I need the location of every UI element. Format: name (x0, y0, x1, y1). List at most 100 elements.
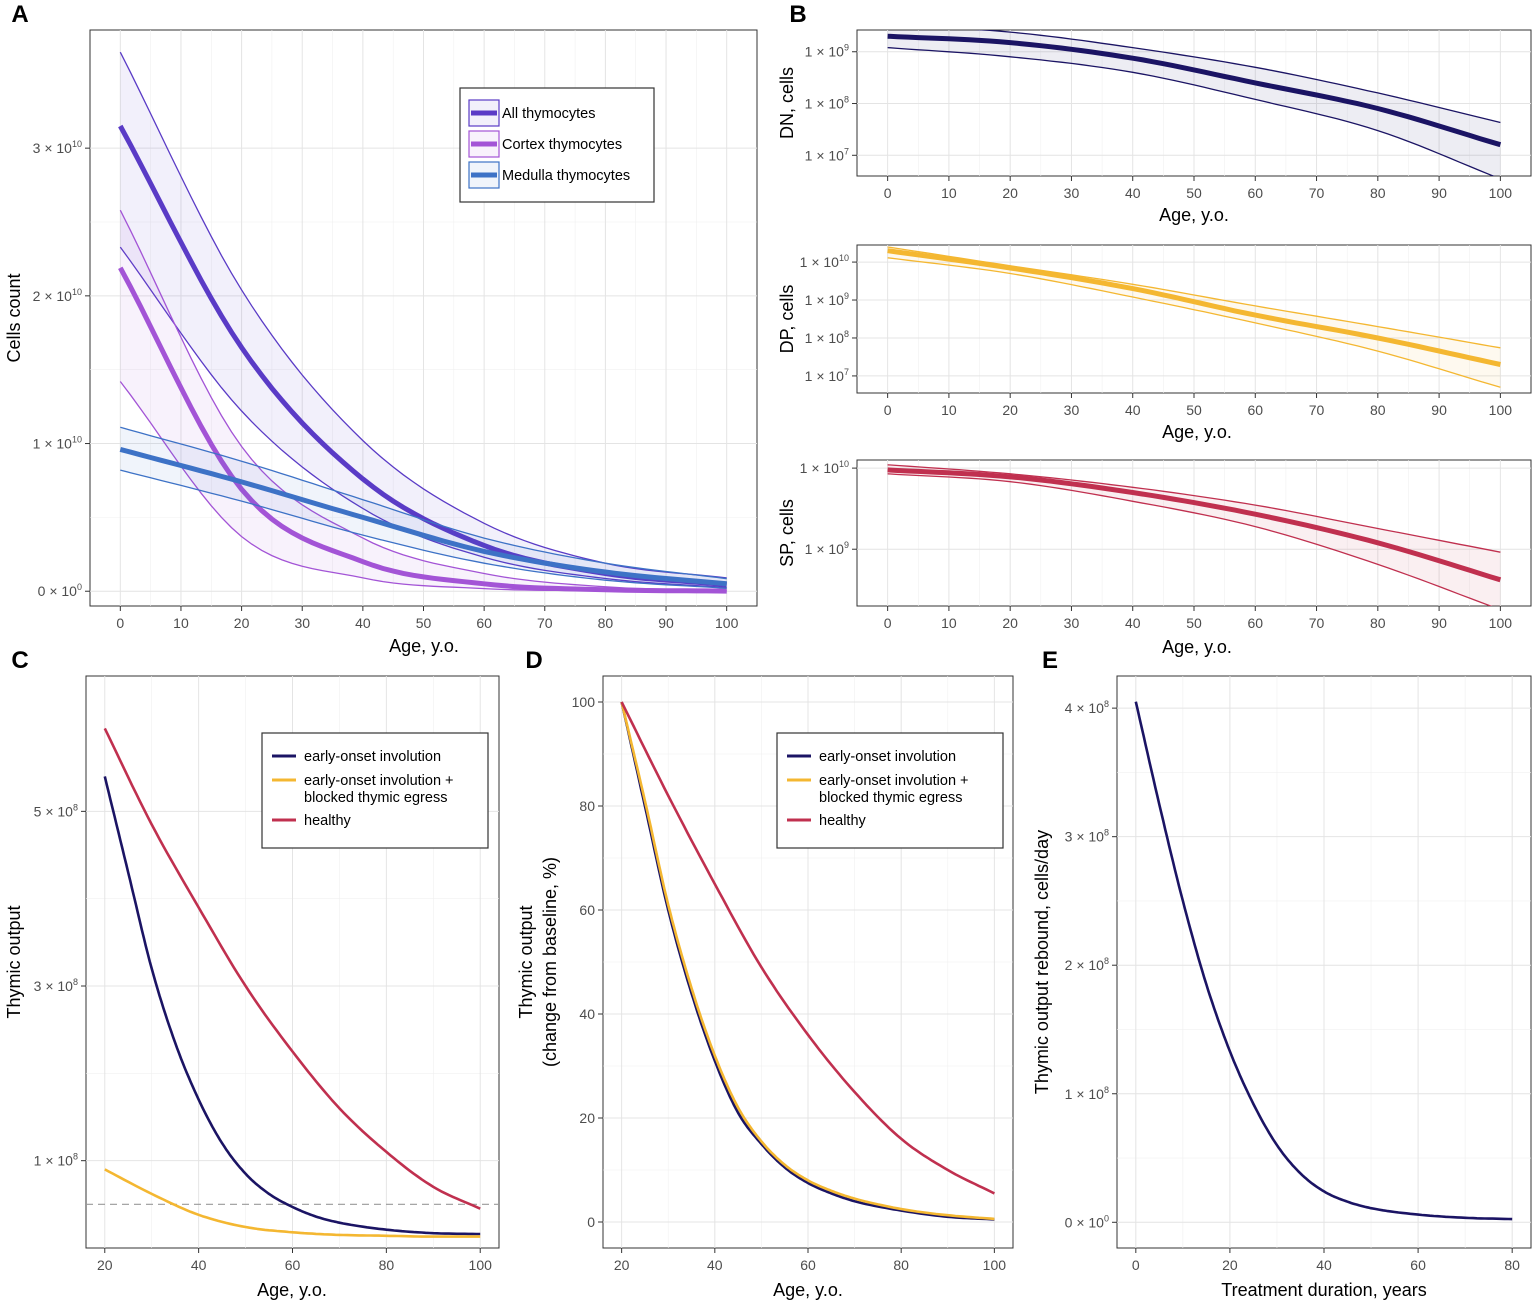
x-tick-label: 80 (1370, 615, 1386, 631)
series-line-early-onset-involution (103, 776, 481, 1236)
x-tick-label: 100 (1489, 185, 1513, 201)
legend-label-2: healthy (304, 813, 352, 829)
ci-band-sp (887, 464, 1501, 606)
axis-ticks (852, 467, 1501, 611)
y-tick-label: 5 × 108 (34, 802, 78, 819)
x-tick-label: 20 (234, 615, 250, 631)
x-tick-label: 10 (941, 402, 957, 418)
minor-gridlines (86, 676, 499, 1248)
data-layer (620, 701, 995, 1221)
x-tick-label: 30 (1064, 615, 1080, 631)
panel-e: 0 20 40 60 80 0 × 100 1 × 108 2 × 108 3 × 108 4 ×… (1032, 675, 1532, 1300)
y-tick-label: 3 × 108 (34, 977, 78, 994)
series-line-early-onset-involution-blocked-thymic-egress (620, 701, 995, 1221)
ci-upper-sp (887, 464, 1501, 553)
x-tick-label: 80 (379, 1257, 395, 1273)
y-axis-title: Thymic output (516, 905, 536, 1018)
x-tick-label: 100 (715, 615, 739, 631)
mean-line-dp (887, 248, 1501, 367)
legend-label-1: Cortex thymocytes (502, 137, 622, 153)
y-tick-label: 1 × 107 (805, 146, 849, 163)
axis-ticks (81, 810, 481, 1253)
x-tick-label: 0 (1132, 1257, 1140, 1273)
x-tick-label: 50 (1186, 615, 1202, 631)
x-tick-label: 70 (1309, 615, 1325, 631)
x-tick-label: 20 (1002, 402, 1018, 418)
legend-label-0: early-onset involution (819, 749, 956, 765)
axis-ticks (1112, 707, 1513, 1253)
panel-b-dp: 0 10 20 30 40 50 60 70 80 90 100 1 × 107 1 × 108 1 × … (777, 244, 1532, 442)
x-tick-label: 40 (1125, 185, 1141, 201)
data-layer (887, 246, 1501, 388)
legend-panel-a: All thymocytes Cortex thymocytes Medulla t… (459, 87, 655, 203)
x-tick-label: 60 (1247, 402, 1263, 418)
data-layer (86, 727, 499, 1238)
y-tick-label: 1 × 108 (805, 95, 849, 112)
x-tick-label: 40 (707, 1257, 723, 1273)
major-gridlines (603, 676, 1013, 1248)
legend-box (776, 732, 1004, 849)
mean-line-cortex-thymocytes (118, 266, 727, 594)
data-layer (887, 30, 1502, 176)
data-layer (887, 464, 1502, 606)
y-tick-label: 1 × 1010 (33, 435, 82, 452)
axis-ticks (85, 147, 728, 611)
x-tick-label: 90 (658, 615, 674, 631)
x-axis-title: Age, y.o. (389, 636, 459, 656)
ci-lower-sp (887, 473, 1493, 606)
series-line-healthy (103, 727, 481, 1210)
mean-line-medulla-thymocytes (119, 446, 727, 587)
ci-band-dn (887, 30, 1501, 176)
ci-lower-medulla-thymocytes (120, 469, 727, 589)
x-tick-label: 0 (884, 615, 892, 631)
y-axis-title: Thymic output rebound, cells/day (1032, 830, 1052, 1094)
ci-lower-dn (887, 46, 1495, 176)
y-tick-label: 60 (579, 902, 595, 918)
y-axis-title-group: Thymic output rebound, cells/day (1032, 830, 1052, 1094)
y-tick-label: 2 × 1010 (33, 287, 82, 304)
y-tick-label: 0 × 100 (1065, 1213, 1109, 1230)
y-tick-label: 80 (579, 798, 595, 814)
x-tick-label: 20 (1222, 1257, 1238, 1273)
minor-gridlines (917, 460, 1471, 606)
y-axis-title: Thymic output (4, 905, 24, 1018)
x-tick-label: 0 (884, 402, 892, 418)
x-tick-label: 100 (469, 1257, 493, 1273)
panel-b-dn: 0 10 20 30 40 50 60 70 80 90 100 1 × 107 1 × 108 1 × … (777, 29, 1532, 225)
x-axis-title: Age, y.o. (257, 1280, 327, 1300)
x-tick-label: 90 (1431, 615, 1447, 631)
legend-box (261, 732, 489, 849)
y-tick-label: 4 × 108 (1065, 699, 1109, 716)
y-axis-title-line2: (change from baseline, %) (540, 857, 560, 1067)
x-axis-title: Age, y.o. (773, 1280, 843, 1300)
x-tick-label: 20 (614, 1257, 630, 1273)
y-tick-label: 1 × 109 (805, 291, 849, 308)
x-axis-title: Age, y.o. (1162, 422, 1232, 442)
panel-b-sp: 0 10 20 30 40 50 60 70 80 90 100 1 × 109 1 × 1010 Age… (777, 459, 1532, 657)
x-tick-label: 100 (1489, 615, 1513, 631)
data-layer (1134, 701, 1513, 1221)
x-tick-label: 40 (1316, 1257, 1332, 1273)
x-tick-label: 80 (893, 1257, 909, 1273)
x-tick-label: 60 (285, 1257, 301, 1273)
x-tick-label: 50 (1186, 185, 1202, 201)
legend-label-2: Medulla thymocytes (502, 168, 630, 184)
x-tick-label: 10 (173, 615, 189, 631)
x-tick-label: 40 (1125, 402, 1141, 418)
x-tick-label: 10 (941, 185, 957, 201)
legend-label-2: healthy (819, 813, 867, 829)
x-tick-label: 60 (1247, 615, 1263, 631)
ci-band-medulla-thymocytes (120, 427, 727, 589)
y-axis-title-group: Cells count (4, 273, 24, 362)
panel-label-c: C (11, 647, 28, 674)
ci-band-all-thymocytes (120, 52, 727, 588)
x-tick-label: 20 (97, 1257, 113, 1273)
series-line-early-onset-involution-blocked-thymic-egress (104, 1168, 481, 1238)
x-tick-label: 60 (476, 615, 492, 631)
x-tick-label: 60 (1247, 185, 1263, 201)
y-tick-label: 1 × 108 (805, 329, 849, 346)
x-tick-label: 20 (1002, 185, 1018, 201)
x-tick-label: 10 (941, 615, 957, 631)
y-tick-label: 20 (579, 1110, 595, 1126)
